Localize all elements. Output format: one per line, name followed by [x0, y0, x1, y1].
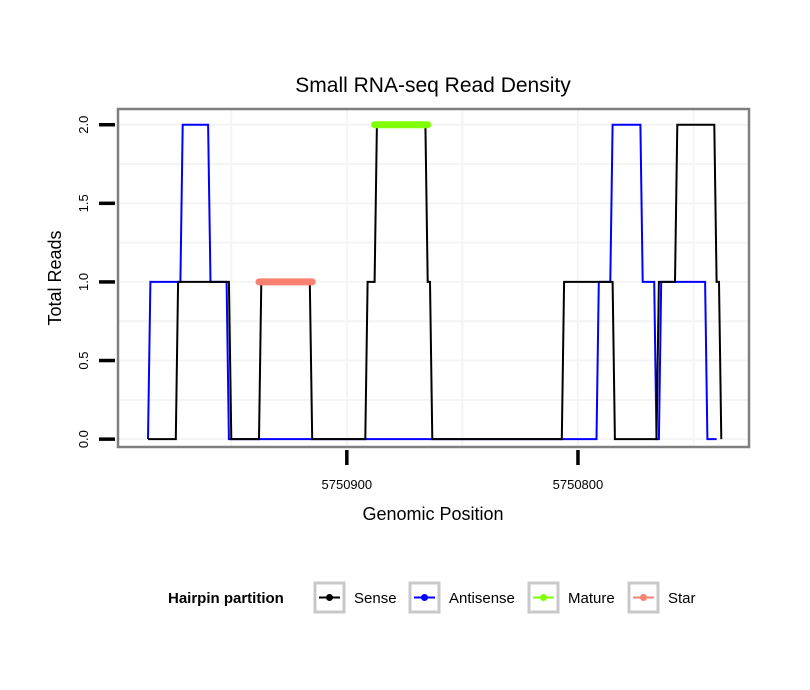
plot-panel	[116, 107, 751, 449]
legend-label: Star	[668, 590, 696, 607]
legend-key-point	[640, 594, 647, 601]
legend-title: Hairpin partition	[168, 590, 284, 607]
legend-item-antisense: Antisense	[408, 581, 515, 614]
legend-label: Sense	[354, 590, 397, 607]
y-tick-label: 0.0	[76, 430, 91, 448]
x-tick-label: 5750900	[322, 477, 373, 492]
legend-label: Antisense	[449, 590, 515, 607]
x-axis-title: Genomic Position	[362, 504, 503, 524]
y-axis: 0.0 0.5 1.0 1.5 2.0	[76, 116, 115, 448]
legend-key-point	[540, 594, 547, 601]
y-tick-label: 2.0	[76, 116, 91, 134]
y-tick-label: 1.5	[76, 194, 91, 212]
y-tick-label: 0.5	[76, 351, 91, 369]
legend-item-sense: Sense	[313, 581, 397, 614]
legend-label: Mature	[568, 590, 615, 607]
legend: Hairpin partition Sense Antisense Mature St…	[168, 581, 696, 614]
legend-item-mature: Mature	[527, 581, 615, 614]
panel-border	[116, 107, 751, 449]
series-sense-line	[148, 123, 723, 441]
legend-key-point	[421, 594, 428, 601]
series-layer	[147, 121, 723, 441]
panel-background	[118, 109, 749, 447]
x-tick-label: 5750800	[553, 477, 604, 492]
legend-entries: Sense Antisense Mature Star	[313, 581, 696, 614]
y-tick-label: 1.0	[76, 273, 91, 291]
legend-item-star: Star	[627, 581, 696, 614]
legend-key-point	[326, 594, 333, 601]
chart-title: Small RNA-seq Read Density	[295, 74, 571, 97]
y-axis-title: Total Reads	[45, 230, 65, 325]
x-axis: 5750900 5750800	[322, 450, 604, 492]
